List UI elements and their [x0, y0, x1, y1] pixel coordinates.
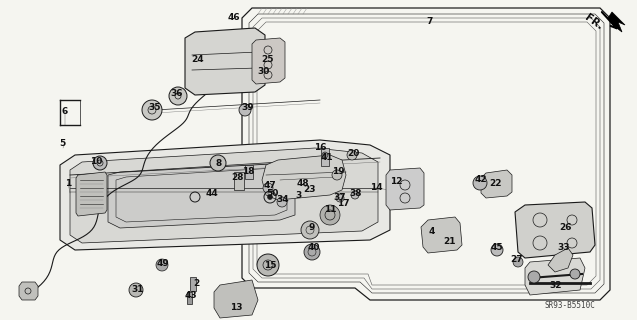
- Circle shape: [142, 100, 162, 120]
- Circle shape: [570, 269, 580, 279]
- Text: 11: 11: [324, 205, 336, 214]
- Text: 2: 2: [193, 279, 199, 289]
- Text: 46: 46: [227, 13, 240, 22]
- Text: 44: 44: [206, 189, 218, 198]
- Text: 14: 14: [369, 183, 382, 193]
- Text: 5: 5: [59, 139, 65, 148]
- Text: 6: 6: [62, 108, 68, 116]
- Circle shape: [257, 254, 279, 276]
- Text: 34: 34: [276, 195, 289, 204]
- Text: 25: 25: [262, 55, 275, 65]
- Bar: [187, 292, 192, 304]
- Text: 31: 31: [132, 284, 144, 293]
- Circle shape: [528, 271, 540, 283]
- Polygon shape: [60, 140, 390, 250]
- Text: SR93-B5510C: SR93-B5510C: [545, 300, 596, 309]
- Text: 47: 47: [264, 181, 276, 190]
- Polygon shape: [386, 168, 424, 210]
- Text: 28: 28: [232, 173, 244, 182]
- Circle shape: [129, 283, 143, 297]
- Text: 21: 21: [443, 236, 455, 245]
- Polygon shape: [252, 38, 285, 84]
- Text: 45: 45: [490, 243, 503, 252]
- Polygon shape: [185, 28, 265, 95]
- Circle shape: [93, 156, 107, 170]
- Text: 39: 39: [241, 102, 254, 111]
- Text: 32: 32: [550, 281, 562, 290]
- Text: 19: 19: [332, 167, 345, 177]
- Text: 33: 33: [558, 244, 570, 252]
- Text: 13: 13: [230, 302, 242, 311]
- Text: 49: 49: [157, 260, 169, 268]
- Text: 17: 17: [337, 199, 349, 209]
- Circle shape: [336, 194, 344, 202]
- Bar: [245, 165, 253, 179]
- Text: 4: 4: [429, 227, 435, 236]
- Polygon shape: [515, 202, 595, 258]
- Text: 26: 26: [559, 223, 571, 233]
- Text: 38: 38: [350, 188, 362, 197]
- Text: 23: 23: [304, 186, 316, 195]
- Circle shape: [304, 244, 320, 260]
- Bar: [190, 277, 196, 291]
- Text: 1: 1: [65, 179, 71, 188]
- Circle shape: [320, 205, 340, 225]
- Text: 36: 36: [171, 90, 183, 99]
- Text: 7: 7: [427, 18, 433, 27]
- Polygon shape: [481, 170, 512, 198]
- Circle shape: [268, 195, 273, 199]
- Text: 15: 15: [264, 261, 276, 270]
- Text: 35: 35: [149, 102, 161, 111]
- Text: 40: 40: [308, 243, 320, 252]
- Circle shape: [156, 259, 168, 271]
- Circle shape: [351, 191, 359, 199]
- Bar: [321, 148, 329, 166]
- Circle shape: [347, 150, 357, 160]
- Text: 24: 24: [192, 54, 204, 63]
- Text: 18: 18: [242, 167, 254, 177]
- Circle shape: [210, 155, 226, 171]
- Circle shape: [513, 257, 523, 267]
- Circle shape: [301, 221, 319, 239]
- Text: 10: 10: [90, 157, 102, 166]
- Text: 42: 42: [475, 175, 487, 185]
- Text: 20: 20: [347, 148, 359, 157]
- Polygon shape: [421, 217, 462, 253]
- Text: 30: 30: [258, 68, 270, 76]
- Circle shape: [322, 152, 328, 158]
- Text: 50: 50: [266, 189, 278, 198]
- Text: FR.: FR.: [583, 12, 605, 32]
- Circle shape: [263, 183, 273, 193]
- Text: 9: 9: [309, 223, 315, 233]
- Text: 12: 12: [390, 177, 402, 186]
- Polygon shape: [108, 162, 295, 228]
- Bar: [234, 172, 244, 190]
- Polygon shape: [76, 172, 107, 216]
- Circle shape: [277, 197, 287, 207]
- Circle shape: [239, 104, 251, 116]
- Text: 3: 3: [296, 191, 302, 201]
- Circle shape: [491, 244, 503, 256]
- Circle shape: [332, 170, 342, 180]
- Polygon shape: [70, 148, 378, 243]
- Text: 16: 16: [314, 142, 326, 151]
- Polygon shape: [262, 155, 346, 200]
- Polygon shape: [525, 258, 585, 295]
- Text: 43: 43: [185, 292, 197, 300]
- Text: 27: 27: [511, 255, 524, 265]
- Circle shape: [169, 87, 187, 105]
- Polygon shape: [608, 12, 625, 32]
- Polygon shape: [214, 280, 258, 318]
- Polygon shape: [548, 248, 573, 272]
- Text: 37: 37: [334, 193, 347, 202]
- Polygon shape: [19, 282, 38, 300]
- Text: 48: 48: [297, 180, 310, 188]
- Text: 41: 41: [320, 154, 333, 163]
- Circle shape: [473, 176, 487, 190]
- Text: 22: 22: [489, 180, 501, 188]
- Text: 8: 8: [216, 158, 222, 167]
